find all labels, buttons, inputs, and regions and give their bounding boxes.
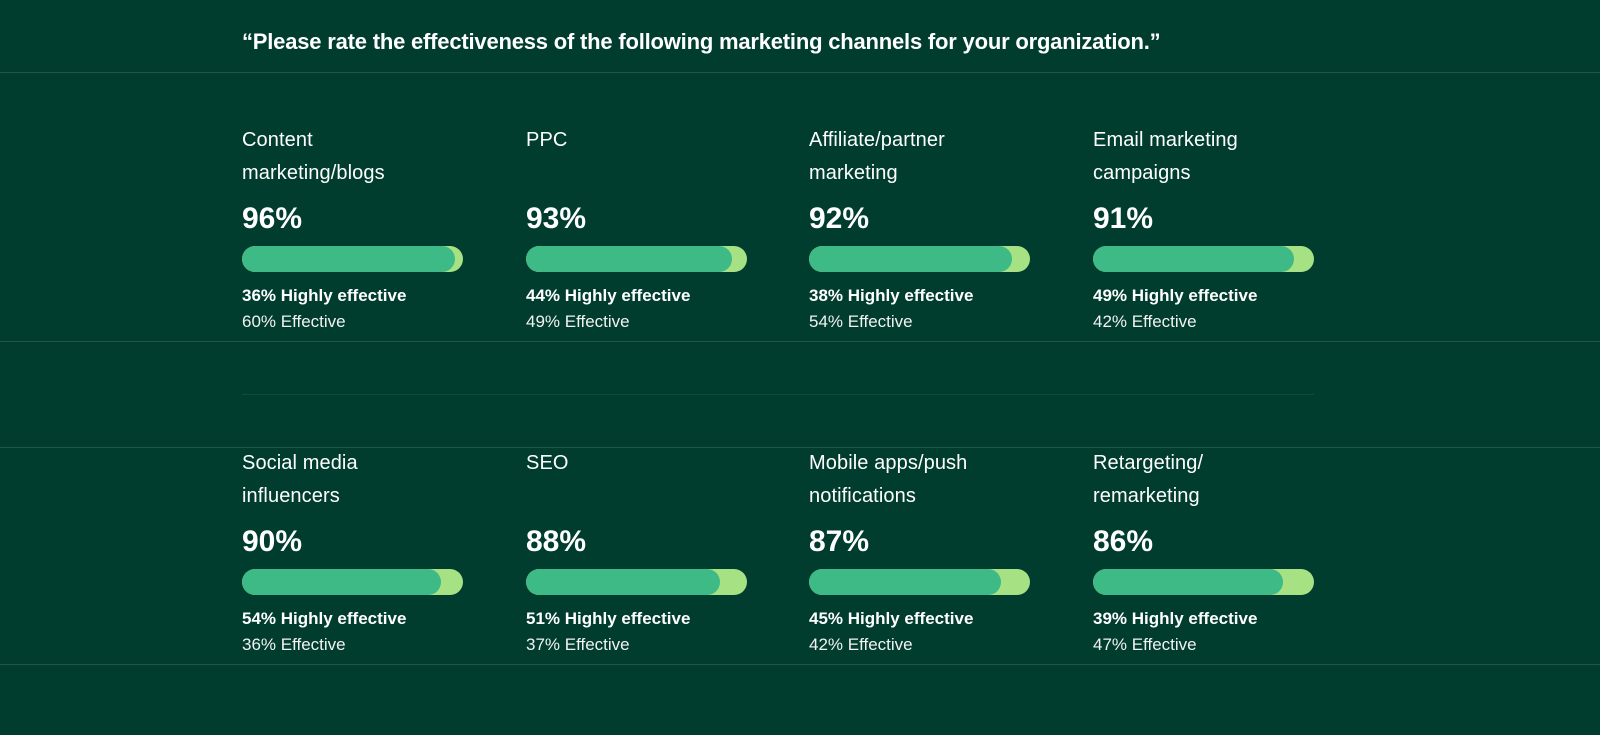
highly-effective-stat: 36% Highly effective xyxy=(242,286,407,305)
effectiveness-bar xyxy=(1093,569,1314,595)
channel-label-line: Email marketing xyxy=(1093,129,1238,151)
total-percent: 87% xyxy=(809,525,870,558)
total-percent: 90% xyxy=(242,525,303,558)
channel-card-seo: SEO 88% 51% Highly effective 37% Effecti… xyxy=(526,447,748,659)
channel-card-content-marketing: Content marketing/blogs 96% 36% Highly e… xyxy=(242,124,464,336)
channel-label-line: notifications xyxy=(809,485,916,507)
total-percent: 86% xyxy=(1093,525,1154,558)
channel-label-line: Affiliate/partner xyxy=(809,129,945,151)
effective-stat: 36% Effective xyxy=(242,635,346,654)
channel-label-line: SEO xyxy=(526,452,569,474)
total-percent: 93% xyxy=(526,202,587,235)
highly-effective-stat: 54% Highly effective xyxy=(242,609,407,628)
highly-effective-stat: 38% Highly effective xyxy=(809,286,974,305)
divider xyxy=(0,447,1600,448)
channel-label: Email marketing campaigns xyxy=(1093,124,1315,190)
bar-fill xyxy=(1093,246,1294,272)
total-percent: 88% xyxy=(526,525,587,558)
channel-label: Affiliate/partner marketing xyxy=(809,124,1031,190)
effective-stat: 60% Effective xyxy=(242,312,346,331)
channel-label-line: campaigns xyxy=(1093,162,1191,184)
effective-stat: 47% Effective xyxy=(1093,635,1197,654)
highly-effective-stat: 45% Highly effective xyxy=(809,609,974,628)
channel-label-line: marketing xyxy=(809,162,898,184)
effective-stat: 42% Effective xyxy=(809,635,913,654)
effectiveness-bar xyxy=(1093,246,1314,272)
channel-label-line: PPC xyxy=(526,129,568,151)
channel-label-line: influencers xyxy=(242,485,340,507)
effective-stat: 54% Effective xyxy=(809,312,913,331)
highly-effective-stat: 49% Highly effective xyxy=(1093,286,1258,305)
channel-label-line: Content xyxy=(242,129,313,151)
effective-stat: 37% Effective xyxy=(526,635,630,654)
channel-card-affiliate: Affiliate/partner marketing 92% 38% High… xyxy=(809,124,1031,336)
effective-stat: 42% Effective xyxy=(1093,312,1197,331)
page-title: “Please rate the effectiveness of the fo… xyxy=(242,29,1161,54)
channel-label-line: marketing/blogs xyxy=(242,162,385,184)
bar-fill xyxy=(526,246,732,272)
total-percent: 91% xyxy=(1093,202,1154,235)
divider xyxy=(0,341,1600,342)
channel-label: PPC xyxy=(526,124,748,190)
effectiveness-bar xyxy=(242,246,463,272)
effectiveness-bar xyxy=(809,246,1030,272)
effectiveness-bar xyxy=(809,569,1030,595)
bar-fill xyxy=(242,246,455,272)
channel-label-line: remarketing xyxy=(1093,485,1200,507)
bar-fill xyxy=(526,569,720,595)
bar-fill xyxy=(242,569,441,595)
total-percent: 96% xyxy=(242,202,303,235)
channel-card-email: Email marketing campaigns 91% 49% Highly… xyxy=(1093,124,1315,336)
channel-card-mobile-apps: Mobile apps/push notifications 87% 45% H… xyxy=(809,447,1031,659)
channel-card-social-influencers: Social media influencers 90% 54% Highly … xyxy=(242,447,464,659)
effectiveness-bar xyxy=(526,569,747,595)
bar-fill xyxy=(809,569,1001,595)
effectiveness-bar xyxy=(526,246,747,272)
channel-label: Social media influencers xyxy=(242,447,464,513)
bar-fill xyxy=(809,246,1012,272)
divider xyxy=(0,72,1600,73)
channel-label: Retargeting/ remarketing xyxy=(1093,447,1315,513)
channel-card-retargeting: Retargeting/ remarketing 86% 39% Highly … xyxy=(1093,447,1315,659)
divider xyxy=(242,394,1314,395)
effective-stat: 49% Effective xyxy=(526,312,630,331)
effectiveness-bar xyxy=(242,569,463,595)
highly-effective-stat: 44% Highly effective xyxy=(526,286,691,305)
channel-label: Mobile apps/push notifications xyxy=(809,447,1031,513)
channel-label-line: Retargeting/ xyxy=(1093,452,1204,474)
highly-effective-stat: 51% Highly effective xyxy=(526,609,691,628)
channel-label-line: Mobile apps/push xyxy=(809,452,968,474)
channel-label: SEO xyxy=(526,447,748,513)
highly-effective-stat: 39% Highly effective xyxy=(1093,609,1258,628)
divider xyxy=(0,664,1600,665)
channel-label-line: Social media xyxy=(242,452,358,474)
channel-card-ppc: PPC 93% 44% Highly effective 49% Effecti… xyxy=(526,124,748,336)
total-percent: 92% xyxy=(809,202,870,235)
bar-fill xyxy=(1093,569,1283,595)
channel-label: Content marketing/blogs xyxy=(242,124,464,190)
